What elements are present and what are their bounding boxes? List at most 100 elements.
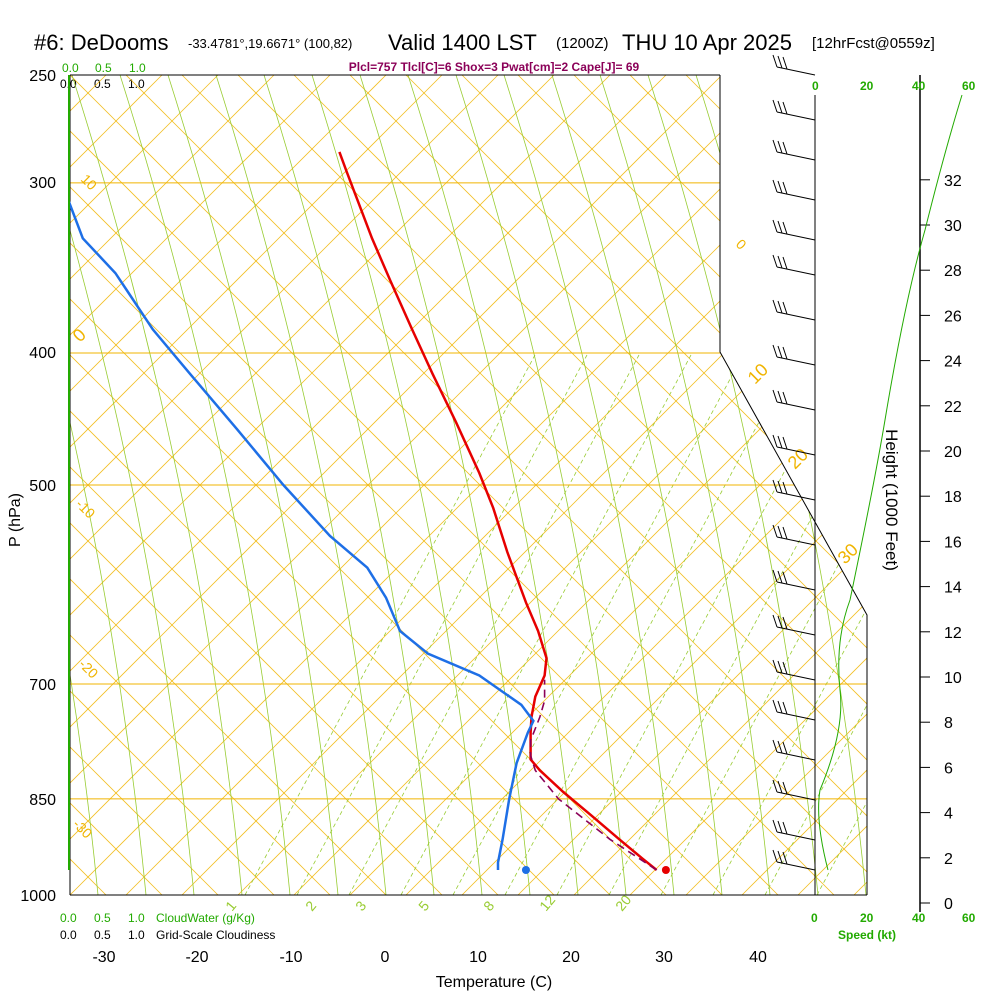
mixing-ratio-line — [400, 354, 692, 895]
wind-barb-feather — [777, 740, 783, 754]
stability-params: Plcl=757 Tlcl[C]=6 Shox=3 Pwat[cm]=2 Cap… — [349, 60, 640, 74]
temperature-line — [338, 151, 658, 871]
wind-barb-feather — [782, 391, 788, 405]
dry-adiabat-line — [70, 690, 275, 895]
wind-barb-feather — [782, 301, 788, 315]
dry-adiabat-label: -20 — [76, 656, 102, 682]
wind-barb-staff — [776, 151, 816, 161]
wind-barb-feather — [782, 141, 788, 155]
wind-barb-feather — [777, 345, 783, 359]
x-tick-label: 30 — [655, 949, 673, 966]
wind-barb-feather — [777, 700, 783, 714]
wind-barb-feather — [777, 140, 783, 154]
mixing-ratio-label: 2 — [302, 898, 319, 914]
y-tick-label: 250 — [29, 68, 56, 85]
wind-barb-feather — [782, 661, 788, 675]
isotherm-line — [461, 489, 867, 895]
wind-barb-feather — [777, 660, 783, 674]
cloud-scale-bottom: 0.0 0.5 1.0 CloudWater (g/Kg) 0.0 0.5 1.… — [60, 911, 275, 942]
wind-barb-feather — [782, 571, 788, 585]
wind-panel — [772, 54, 963, 895]
wind-barb-staff — [776, 191, 816, 201]
wind-barb-staff — [776, 66, 816, 76]
wind-barb-feather — [777, 255, 783, 269]
wind-barb — [772, 389, 816, 411]
isotherm-line — [966, 75, 1000, 895]
cloudiness-tick-bottom: 0.5 — [94, 928, 111, 942]
wind-barb-feather — [782, 781, 788, 795]
isotherm-line — [70, 75, 275, 280]
x-tick-label: -20 — [185, 949, 208, 966]
station-coords: -33.4781°,19.6671° (100,82) — [188, 36, 352, 51]
wind-barb — [772, 99, 816, 121]
wind-barb-feather — [782, 701, 788, 715]
wind-barb-feather — [782, 101, 788, 115]
wind-barb — [772, 849, 816, 871]
isotherm-line — [685, 713, 867, 895]
wind-barb-feather — [777, 180, 783, 194]
wind-barb-feather — [772, 699, 778, 713]
wind-barb-feather — [772, 569, 778, 583]
height-tick-label: 22 — [944, 399, 962, 416]
wind-barb-staff — [776, 231, 816, 241]
moist-adiabat-label: 0 — [69, 325, 90, 346]
wind-barb-staff — [776, 536, 816, 546]
wind-barb-feather — [782, 741, 788, 755]
dry-adiabat-line — [910, 75, 1000, 895]
wind-barb-feather — [777, 55, 783, 69]
dry-adiabat-line — [70, 522, 443, 895]
speed-tick-top: 40 — [912, 79, 926, 93]
wind-barb-staff — [776, 266, 816, 276]
wind-barb-feather — [782, 256, 788, 270]
height-tick-label: 26 — [944, 308, 962, 325]
dry-adiabat-line — [517, 75, 867, 425]
dry-adiabat-line — [461, 75, 867, 481]
wind-barb-feather — [777, 820, 783, 834]
x-tick-label: 0 — [381, 949, 390, 966]
cloudiness-tick-bottom: 1.0 — [128, 928, 145, 942]
speed-tick-top: 0 — [812, 79, 819, 93]
x-tick-label: 40 — [749, 949, 767, 966]
cloudwater-tick-bottom: 0.0 — [60, 911, 77, 925]
height-tick-label: 2 — [944, 851, 953, 868]
height-tick-label: 32 — [944, 173, 962, 190]
wind-barb — [772, 434, 816, 456]
wind-barb-feather — [772, 179, 778, 193]
height-tick-label: 0 — [944, 896, 953, 913]
cloud-scale-top: 0.0 0.5 1.0 0.0 0.5 1.0 — [60, 61, 146, 91]
wind-barb — [772, 54, 816, 76]
wind-barb-feather — [777, 220, 783, 234]
wind-barb — [772, 739, 816, 761]
wind-barb-feather — [772, 659, 778, 673]
upper-right-mask — [720, 75, 867, 615]
wind-barb-staff — [776, 791, 816, 801]
isotherm-line — [70, 75, 443, 448]
mixing-ratio-label: 8 — [480, 898, 497, 914]
mixing-ratio-label: 5 — [415, 898, 432, 914]
height-tick-label: 28 — [944, 263, 962, 280]
y-tick-label: 500 — [29, 478, 56, 495]
wind-barb-staff — [776, 491, 816, 501]
wind-barb-feather — [772, 434, 778, 448]
wind-barb-feather — [772, 739, 778, 753]
x-axis-title: Temperature (C) — [436, 974, 552, 991]
y-tick-label: 850 — [29, 792, 56, 809]
dry-adiabat-line — [70, 634, 331, 895]
wind-barb-feather — [772, 299, 778, 313]
wind-barb — [772, 569, 816, 591]
height-tick-label: 18 — [944, 489, 962, 506]
wind-barb-staff — [776, 111, 816, 121]
wind-barb-feather — [777, 390, 783, 404]
isotherm-line — [853, 881, 867, 895]
wind-speed-profile — [818, 94, 963, 871]
wind-barb-feather — [772, 54, 778, 68]
speed-tick-top: 60 — [962, 79, 976, 93]
speed-scale-bottom: 0 20 40 60 Speed (kt) — [811, 911, 976, 942]
y-tick-label: 300 — [29, 175, 56, 192]
wind-barb — [772, 614, 816, 636]
surface_temp-point — [661, 866, 670, 874]
wind-barb-feather — [772, 219, 778, 233]
isotherm-line — [629, 657, 867, 895]
